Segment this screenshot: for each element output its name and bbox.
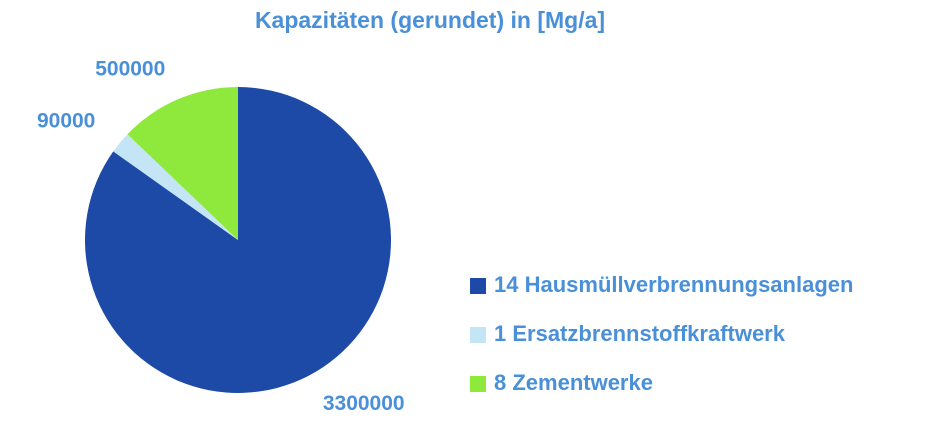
- data-label: 90000: [37, 110, 95, 133]
- legend-label: 14 Hausmüllverbrennungsanlagen: [494, 272, 853, 297]
- pie-slice: [113, 134, 238, 240]
- legend-swatch: [470, 278, 486, 294]
- chart-title: Kapazitäten (gerundet) in [Mg/a]: [255, 7, 605, 33]
- pie-slice: [127, 87, 238, 240]
- legend-swatch: [470, 376, 486, 392]
- data-label: 500000: [95, 57, 165, 80]
- legend-swatch: [470, 327, 486, 343]
- legend-label: 8 Zementwerke: [494, 370, 653, 395]
- legend-label: 1 Ersatzbrennstoffkraftwerk: [494, 321, 786, 346]
- data-label: 3300000: [323, 392, 405, 415]
- pie-slice: [85, 87, 392, 393]
